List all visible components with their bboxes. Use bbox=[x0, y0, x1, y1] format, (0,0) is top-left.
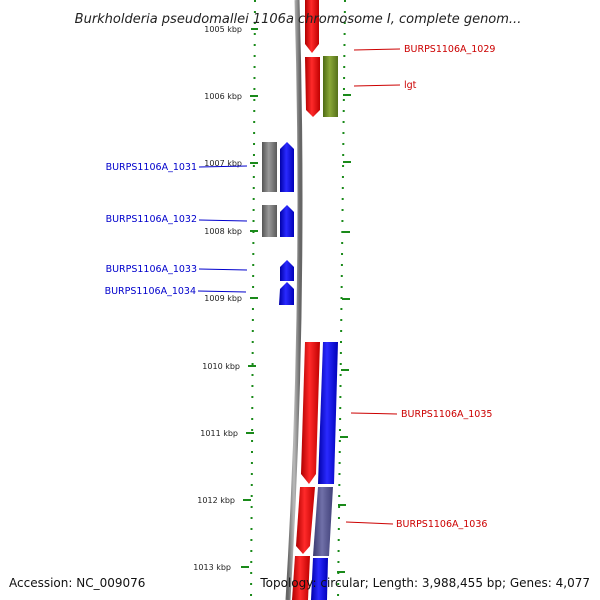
right-ring-ticks bbox=[337, 94, 351, 573]
gene-label[interactable]: BURPS1106A_1033 bbox=[106, 264, 197, 275]
label-leader bbox=[198, 268, 248, 271]
feature-burps1106a-1031-grey[interactable] bbox=[262, 142, 277, 192]
label-leader bbox=[353, 84, 401, 87]
ruler-tick-label: 1011 kbp bbox=[200, 429, 238, 438]
gene-burps1106a-1036[interactable] bbox=[313, 487, 333, 556]
gene-burps1106a-1034[interactable] bbox=[279, 282, 294, 305]
label-leader bbox=[350, 412, 398, 415]
gene-label[interactable]: BURPS1106A_1029 bbox=[404, 44, 495, 55]
chromosome-backbone bbox=[285, 0, 303, 600]
ruler-tick-label: 1009 kbp bbox=[204, 294, 242, 303]
gene-burps1106a-1032[interactable] bbox=[280, 205, 294, 237]
label-leader bbox=[353, 48, 401, 51]
ruler-tick-label: 1007 kbp bbox=[204, 159, 242, 168]
feature-burps1106a-1032-grey[interactable] bbox=[262, 205, 277, 237]
ruler: 1005 kbp 1006 kbp 1007 kbp 1008 kbp 1009… bbox=[193, 25, 258, 572]
gene-lgt-red[interactable] bbox=[305, 57, 320, 117]
accession-text: Accession: NC_009076 bbox=[9, 576, 145, 590]
map-title: Burkholderia pseudomallei 1106a chromoso… bbox=[75, 12, 522, 27]
gene-partial-red[interactable] bbox=[292, 556, 310, 600]
outer-ring-right bbox=[337, 0, 346, 600]
gene-burps1106a-1035-red[interactable] bbox=[301, 342, 320, 484]
gene-burps1106a-1029[interactable] bbox=[305, 0, 319, 53]
outer-ring-left bbox=[250, 0, 256, 600]
gene-label[interactable]: BURPS1106A_1035 bbox=[401, 409, 492, 420]
ruler-tick-label: 1010 kbp bbox=[202, 362, 240, 371]
ruler-tick-label: 1005 kbp bbox=[204, 25, 242, 34]
gene-lgt[interactable] bbox=[323, 56, 338, 117]
gene-partial-blue[interactable] bbox=[311, 558, 328, 600]
summary-text: Topology: circular; Length: 3,988,455 bp… bbox=[259, 576, 590, 590]
ruler-tick-label: 1008 kbp bbox=[204, 227, 242, 236]
gene-label[interactable]: BURPS1106A_1034 bbox=[105, 286, 196, 297]
gene-burps1106a-1033[interactable] bbox=[280, 260, 294, 281]
label-leader bbox=[198, 165, 248, 168]
label-leader bbox=[198, 219, 248, 222]
label-leader bbox=[197, 290, 247, 293]
gene-burps1106a-1036-red[interactable] bbox=[296, 487, 315, 554]
gene-label[interactable]: lgt bbox=[404, 80, 417, 91]
ruler-tick-label: 1006 kbp bbox=[204, 92, 242, 101]
gene-burps1106a-1031[interactable] bbox=[280, 142, 294, 192]
gene-label[interactable]: BURPS1106A_1031 bbox=[106, 162, 197, 173]
label-leader bbox=[345, 521, 394, 525]
gene-label[interactable]: BURPS1106A_1036 bbox=[396, 519, 487, 530]
gene-burps1106a-1035[interactable] bbox=[318, 342, 338, 484]
gene-label[interactable]: BURPS1106A_1032 bbox=[106, 214, 197, 225]
ruler-tick-label: 1012 kbp bbox=[197, 496, 235, 505]
ruler-tick-label: 1013 kbp bbox=[193, 563, 231, 572]
